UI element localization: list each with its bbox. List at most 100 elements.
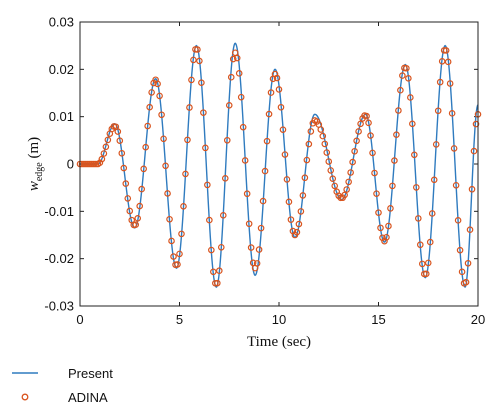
adina-point [114,128,122,135]
adina-point [444,58,452,66]
adina-point [395,107,402,114]
adina-point [327,167,335,174]
adina-point [355,128,362,135]
adina-point [144,122,151,130]
adina-point [458,268,466,276]
adina-point [196,57,203,65]
adina-point [176,250,183,258]
adina-point [241,157,249,164]
adina-point [92,160,100,168]
adina-point [233,54,241,62]
adina-point [186,104,193,111]
adina-point [122,180,130,187]
adina-point [104,136,112,144]
adina-point [216,267,223,275]
adina-point [164,190,171,197]
adina-point [367,132,374,139]
adina-point [166,215,173,223]
adina-point [293,228,301,236]
adina-point [422,270,430,278]
adina-point [399,72,406,79]
adina-point [295,220,303,228]
adina-point [343,186,350,193]
adina-point [206,216,213,224]
adina-point [357,120,364,128]
adina-point [432,141,440,148]
adina-point [373,190,380,197]
adina-point [413,184,420,191]
adina-point [90,160,98,168]
adina-point [263,137,271,145]
adina-point [303,156,311,164]
adina-point [323,149,331,156]
adina-point [281,151,289,158]
adina-point [351,147,358,155]
adina-point [204,181,211,189]
adina-point [383,233,390,241]
plot-frame [79,21,479,307]
adina-point [418,260,426,268]
adina-point [156,92,163,100]
adina-point [275,86,283,93]
y-tick-label: -0.02 [44,251,74,266]
adina-point [446,80,454,87]
adina-point [140,165,147,173]
adina-point [369,149,376,157]
legend-label-adina: ADINA [68,390,108,405]
y-tick-label: -0.01 [44,204,74,219]
plot-area [80,22,478,306]
adina-point [126,207,134,215]
adina-point [436,78,444,86]
y-axis-title: wedge (m) [26,137,45,191]
adina-point [259,197,267,205]
adina-point [299,192,307,199]
adina-point [365,119,372,127]
tick-labels: 0 5 10 15 20 -0.03 -0.02 -0.01 0 0.01 0.02 0.03 [44,15,485,328]
adina-point [245,220,253,228]
adina-point [285,198,293,206]
adina-point [229,55,237,63]
y-tick-label: -0.03 [44,299,74,314]
adina-point [347,169,354,176]
adina-point [223,136,231,144]
legend-label-present: Present [68,366,113,381]
adina-point [377,224,384,232]
adina-point [371,169,378,177]
adina-point [353,137,360,145]
legend: Present ADINA [12,366,113,405]
adina-point [317,126,325,133]
present-line [80,42,479,289]
adina-point [391,157,398,164]
adina-point [208,246,215,254]
adina-point [170,253,177,260]
adina-point [190,56,197,64]
adina-point [219,212,227,219]
series-adina [76,46,482,287]
adina-point [100,150,108,157]
adina-point [325,158,333,165]
adina-point [472,120,480,128]
adina-point [462,278,470,286]
adina-point [214,279,221,287]
adina-point [331,182,339,190]
adina-point [168,237,175,245]
x-axis-title: Time (sec) [247,334,311,350]
adina-point [434,107,442,115]
adina-point [414,215,422,222]
y-axis-title-unit: (m) [26,137,42,162]
x-tick-label: 0 [76,312,83,327]
adina-point [184,136,191,144]
adina-point [468,185,476,193]
adina-point [424,259,432,267]
adina-point [470,147,478,155]
adina-point [440,47,448,54]
adina-point [379,234,386,242]
adina-point [178,230,185,238]
adina-point [267,89,275,96]
adina-point [450,145,458,152]
legend-swatch-adina [21,393,29,401]
adina-point [162,162,169,170]
adina-point [134,215,142,222]
adina-point [319,132,327,140]
